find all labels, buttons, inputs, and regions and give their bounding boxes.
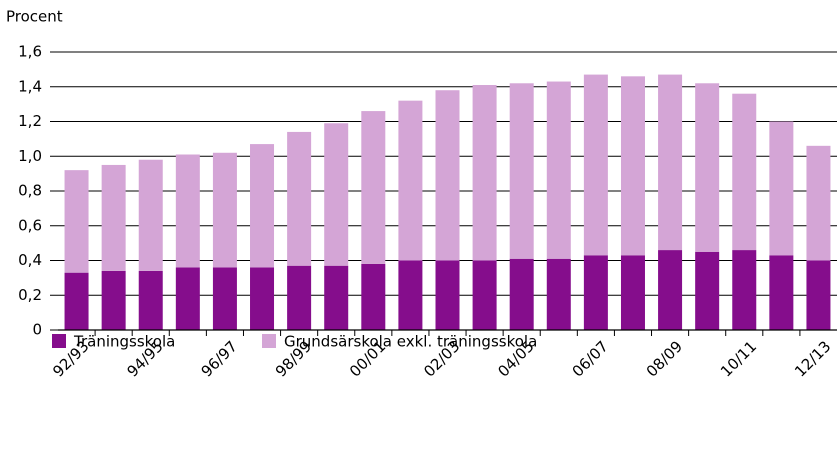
- bar-segment: [583, 255, 608, 330]
- y-tick-label: 0,6: [18, 216, 42, 234]
- bar-segment: [250, 267, 275, 330]
- bar-segment: [64, 272, 89, 330]
- x-tick-label: 06/07: [569, 337, 612, 380]
- bar-segment: [101, 270, 126, 330]
- x-tick-label: 10/11: [717, 337, 760, 380]
- bar-segment: [806, 260, 831, 330]
- y-tick-label: 1,2: [18, 112, 42, 130]
- bar-segment: [806, 145, 831, 261]
- bar-segment: [769, 255, 794, 330]
- bar-segment: [101, 164, 126, 271]
- bar-segment: [398, 100, 423, 261]
- bar-segment: [138, 159, 163, 271]
- legend-label: Träningsskola: [73, 333, 175, 351]
- bar-segment: [732, 93, 757, 251]
- bar-segment: [732, 250, 757, 330]
- bar-segment: [324, 265, 349, 330]
- bar-segment: [472, 85, 497, 261]
- y-tick-label: 0: [32, 321, 42, 339]
- bar-segment: [64, 170, 89, 273]
- bar-segment: [546, 81, 571, 259]
- x-tick-label: 08/09: [643, 337, 686, 380]
- bar-segment: [695, 251, 720, 330]
- bar-segment: [583, 74, 608, 256]
- bar-segment: [138, 270, 163, 330]
- bar-segment: [361, 263, 386, 330]
- x-tick-label: 12/13: [791, 337, 834, 380]
- x-tick-label: 96/97: [198, 337, 241, 380]
- y-tick-label: 1,4: [18, 77, 42, 95]
- bar-segment: [175, 154, 200, 268]
- bar-segment: [250, 144, 275, 268]
- bar-segment: [546, 258, 571, 330]
- bar-segment: [398, 260, 423, 330]
- bar-segment: [472, 260, 497, 330]
- legend-swatch: [52, 334, 66, 348]
- bar-segment: [212, 267, 237, 330]
- bar-segment: [287, 265, 312, 330]
- bar-segment: [324, 123, 349, 266]
- bar-segment: [212, 152, 237, 268]
- legend-swatch: [262, 334, 276, 348]
- bar-segment: [620, 255, 645, 330]
- bar-segment: [509, 258, 534, 330]
- bar-segment: [435, 260, 460, 330]
- y-tick-label: 0,8: [18, 182, 42, 200]
- bar-segment: [509, 83, 534, 259]
- bar-segment: [175, 267, 200, 330]
- y-tick-label: 1,6: [18, 43, 42, 61]
- bar-segment: [435, 90, 460, 261]
- bar-segment: [620, 76, 645, 256]
- bar-segment: [695, 83, 720, 252]
- y-tick-label: 0,4: [18, 251, 42, 269]
- legend-label: Grundsärskola exkl. träningsskola: [284, 333, 537, 351]
- bar-segment: [361, 111, 386, 264]
- bar-segment: [769, 121, 794, 256]
- y-tick-label: 0,2: [18, 286, 42, 304]
- y-tick-label: 1,0: [18, 147, 42, 165]
- bar-segment: [658, 250, 683, 330]
- bar-segment: [287, 131, 312, 266]
- bar-segment: [658, 74, 683, 251]
- y-axis-label: Procent: [6, 8, 63, 26]
